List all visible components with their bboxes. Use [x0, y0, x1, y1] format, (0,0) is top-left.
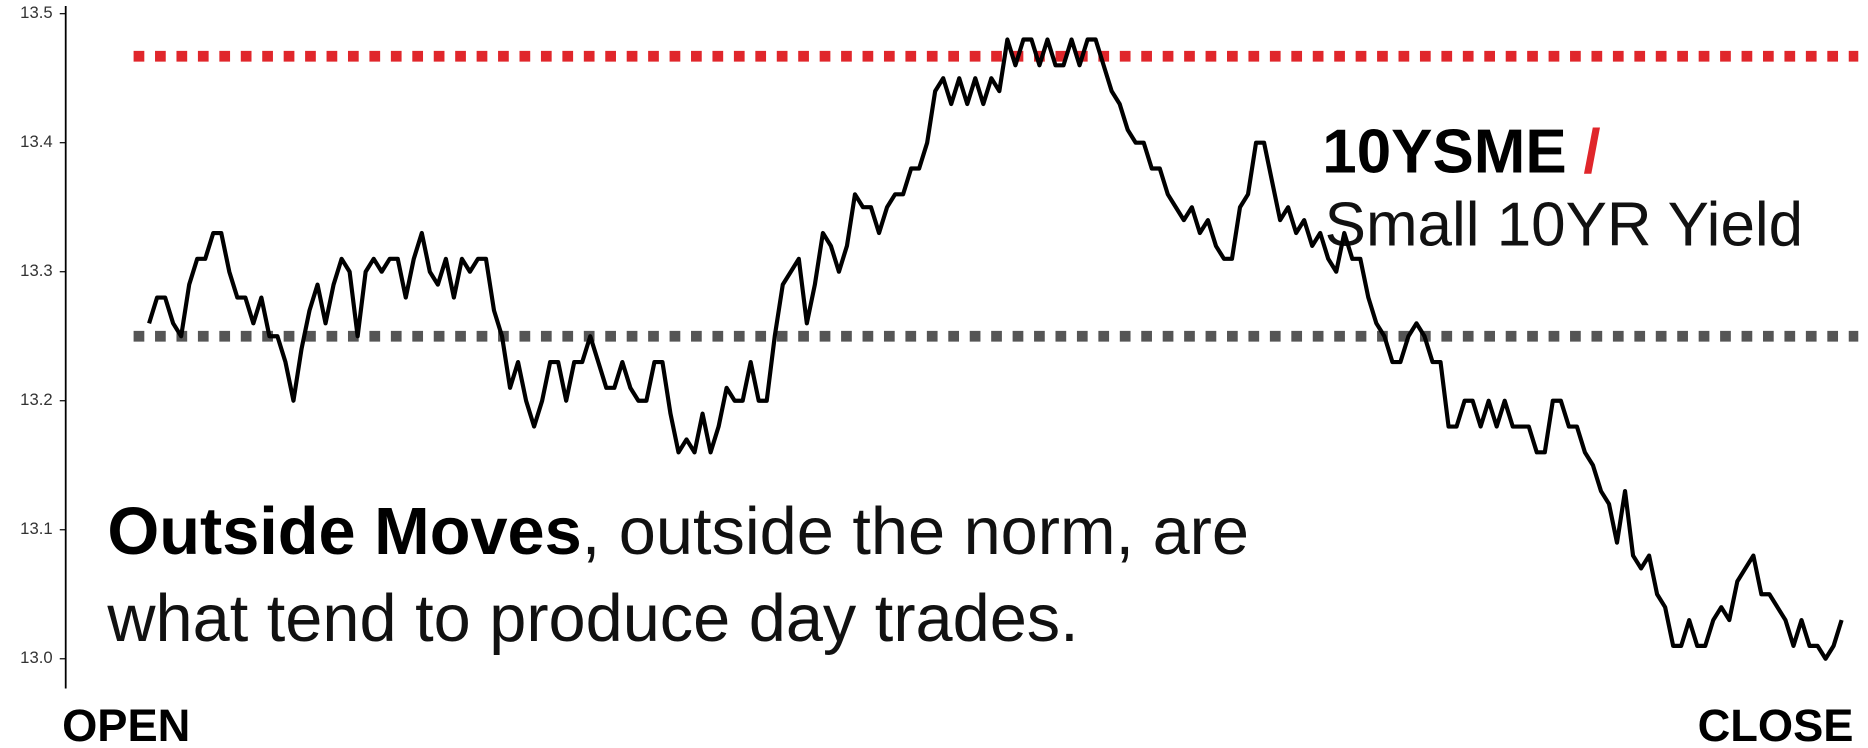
price-line — [147, 37, 1844, 661]
x-label-close: CLOSE — [1698, 700, 1854, 748]
headline-rest: , outside the norm, are — [582, 495, 1249, 569]
ticker: 10YSME / — [1322, 118, 1600, 187]
y-tick-label: 13.3 — [20, 261, 52, 280]
headline-line2: what tend to produce day trades. — [106, 582, 1078, 656]
y-tick-label: 13.0 — [20, 648, 52, 667]
ticker-name: Small 10YR Yield — [1325, 190, 1803, 259]
headline: Outside Moves, outside the norm, are — [107, 495, 1249, 569]
ticker-slash: / — [1583, 118, 1600, 187]
y-tick-label: 13.1 — [20, 519, 52, 538]
ticker-symbol: 10YSME — [1322, 118, 1566, 187]
y-tick-label: 13.5 — [20, 3, 52, 22]
x-label-open: OPEN — [62, 700, 190, 748]
y-tick-label: 13.2 — [20, 390, 52, 409]
headline-bold: Outside Moves — [107, 495, 581, 569]
y-tick-label: 13.4 — [20, 132, 52, 151]
